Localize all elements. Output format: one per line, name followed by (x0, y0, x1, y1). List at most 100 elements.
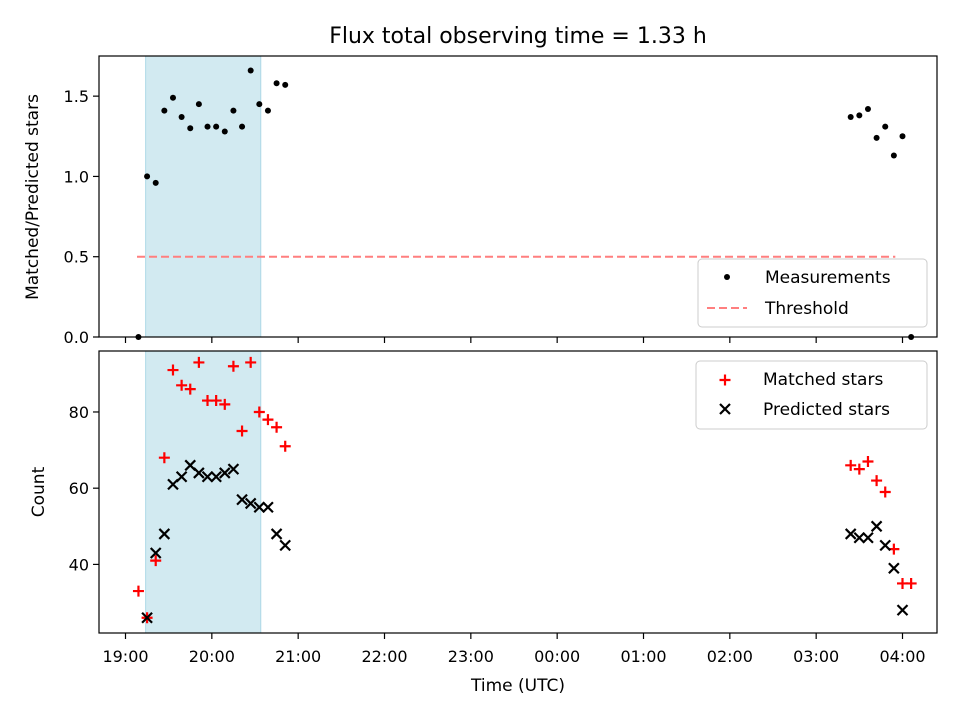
measurement-point (187, 125, 194, 132)
measurement-point (169, 94, 176, 101)
y-tick-label: 80 (69, 403, 89, 422)
matched-star-point (862, 456, 874, 468)
top-legend: Measurements Threshold (697, 258, 928, 328)
y-tick-label: 1.0 (64, 167, 89, 186)
measurement-point (864, 105, 871, 112)
measurement-point (152, 179, 159, 186)
matched-star-point (871, 475, 883, 487)
measurement-point (264, 107, 271, 114)
predicted-star-point (279, 539, 291, 552)
predicted-star-point (149, 547, 162, 559)
chart-title: Flux total observing time = 1.33 h (329, 24, 707, 49)
x-tick-label: 04:00 (879, 647, 925, 666)
predicted-star-point (201, 470, 214, 483)
x-tick-label: 03:00 (793, 647, 839, 666)
measurement-point (890, 152, 897, 159)
measurement-point (178, 114, 185, 121)
measurement-point (195, 101, 202, 108)
legend-label-measurements: Measurements (765, 268, 891, 288)
y-tick-label: 1.5 (64, 87, 89, 106)
predicted-star-point (227, 463, 240, 475)
measurement-point (247, 67, 254, 74)
ratio-panel: 0.0 0.5 1.0 1.5 Measurements Threshold (64, 55, 938, 347)
predicted-star-point (270, 528, 283, 540)
measurement-point (230, 107, 237, 114)
measurement-point (273, 80, 280, 87)
highlight-span (145, 55, 262, 338)
measurement-point (882, 123, 889, 130)
predicted-star-point (844, 528, 857, 540)
legend-predicted-marker (719, 403, 731, 415)
matched-star-point (227, 360, 239, 372)
measurement-point (847, 114, 854, 121)
predicted-star-point (253, 501, 266, 514)
predicted-star-point (262, 501, 274, 514)
x-axis-label: Time (UTC) (470, 676, 565, 696)
predicted-star-point (896, 604, 909, 616)
x-tick-label: 00:00 (534, 647, 580, 666)
highlight-span (145, 350, 262, 634)
predicted-star-point (219, 467, 231, 479)
matched-star-point (279, 440, 291, 452)
measurement-point (144, 173, 151, 180)
legend-label-predicted: Predicted stars (763, 400, 890, 420)
x-tick-label: 22:00 (361, 647, 407, 666)
x-tick-label: 02:00 (707, 647, 753, 666)
legend-matched-marker (719, 374, 731, 386)
y-tick-label: 60 (69, 479, 89, 498)
predicted-star-point (870, 520, 883, 533)
matched-star-point (262, 414, 274, 426)
top-y-axis-label: Matched/Predicted stars (23, 94, 43, 300)
matched-star-point (845, 459, 857, 471)
matched-star-point (253, 406, 265, 418)
x-tick-label: 01:00 (620, 647, 666, 666)
predicted-star-point (141, 611, 153, 624)
legend-box (697, 258, 928, 328)
predicted-star-point (244, 497, 257, 510)
predicted-star-point (236, 493, 248, 506)
x-tick-label: 21:00 (275, 647, 321, 666)
matched-star-point (271, 421, 283, 433)
matched-star-point (879, 486, 891, 498)
predicted-star-point (193, 467, 205, 479)
legend-box (695, 360, 928, 430)
axes-frame (98, 55, 938, 338)
x-tick-label: 20:00 (189, 647, 235, 666)
predicted-star-point (210, 470, 222, 483)
legend-label-matched: Matched stars (763, 370, 883, 390)
measurement-point (256, 101, 263, 108)
y-tick-label: 0.5 (64, 248, 89, 267)
bottom-y-axis-label: Count (29, 466, 49, 517)
matched-star-point (245, 356, 257, 368)
y-tick-label: 40 (69, 555, 89, 574)
legend-measurement-marker (724, 274, 730, 280)
matched-star-point (219, 398, 231, 410)
matched-star-point (210, 395, 222, 407)
matched-star-point (150, 555, 162, 567)
y-tick-label: 0.0 (64, 328, 89, 347)
predicted-star-point (175, 470, 188, 483)
count-panel: 40 60 80 19:00 20:00 21:00 22:00 23:00 00:00 01:0… (69, 350, 938, 666)
matched-star-point (905, 577, 917, 589)
predicted-star-point (158, 528, 171, 540)
axes-frame (98, 350, 938, 634)
measurement-point (239, 123, 246, 130)
measurement-point (204, 123, 211, 130)
x-tick-label: 19:00 (102, 647, 148, 666)
predicted-star-point (888, 562, 900, 574)
predicted-star-point (862, 531, 874, 544)
matched-star-point (158, 452, 170, 464)
matched-star-point (184, 383, 196, 395)
measurement-point (213, 123, 220, 130)
measurement-point (899, 133, 906, 140)
matched-star-point (193, 356, 205, 368)
legend-label-threshold: Threshold (764, 299, 849, 319)
measurement-point (856, 112, 863, 119)
matched-star-point (176, 379, 188, 391)
measurement-point (873, 134, 880, 141)
measurement-point (282, 81, 289, 88)
x-tick-label: 23:00 (448, 647, 494, 666)
matched-star-point (167, 364, 179, 376)
